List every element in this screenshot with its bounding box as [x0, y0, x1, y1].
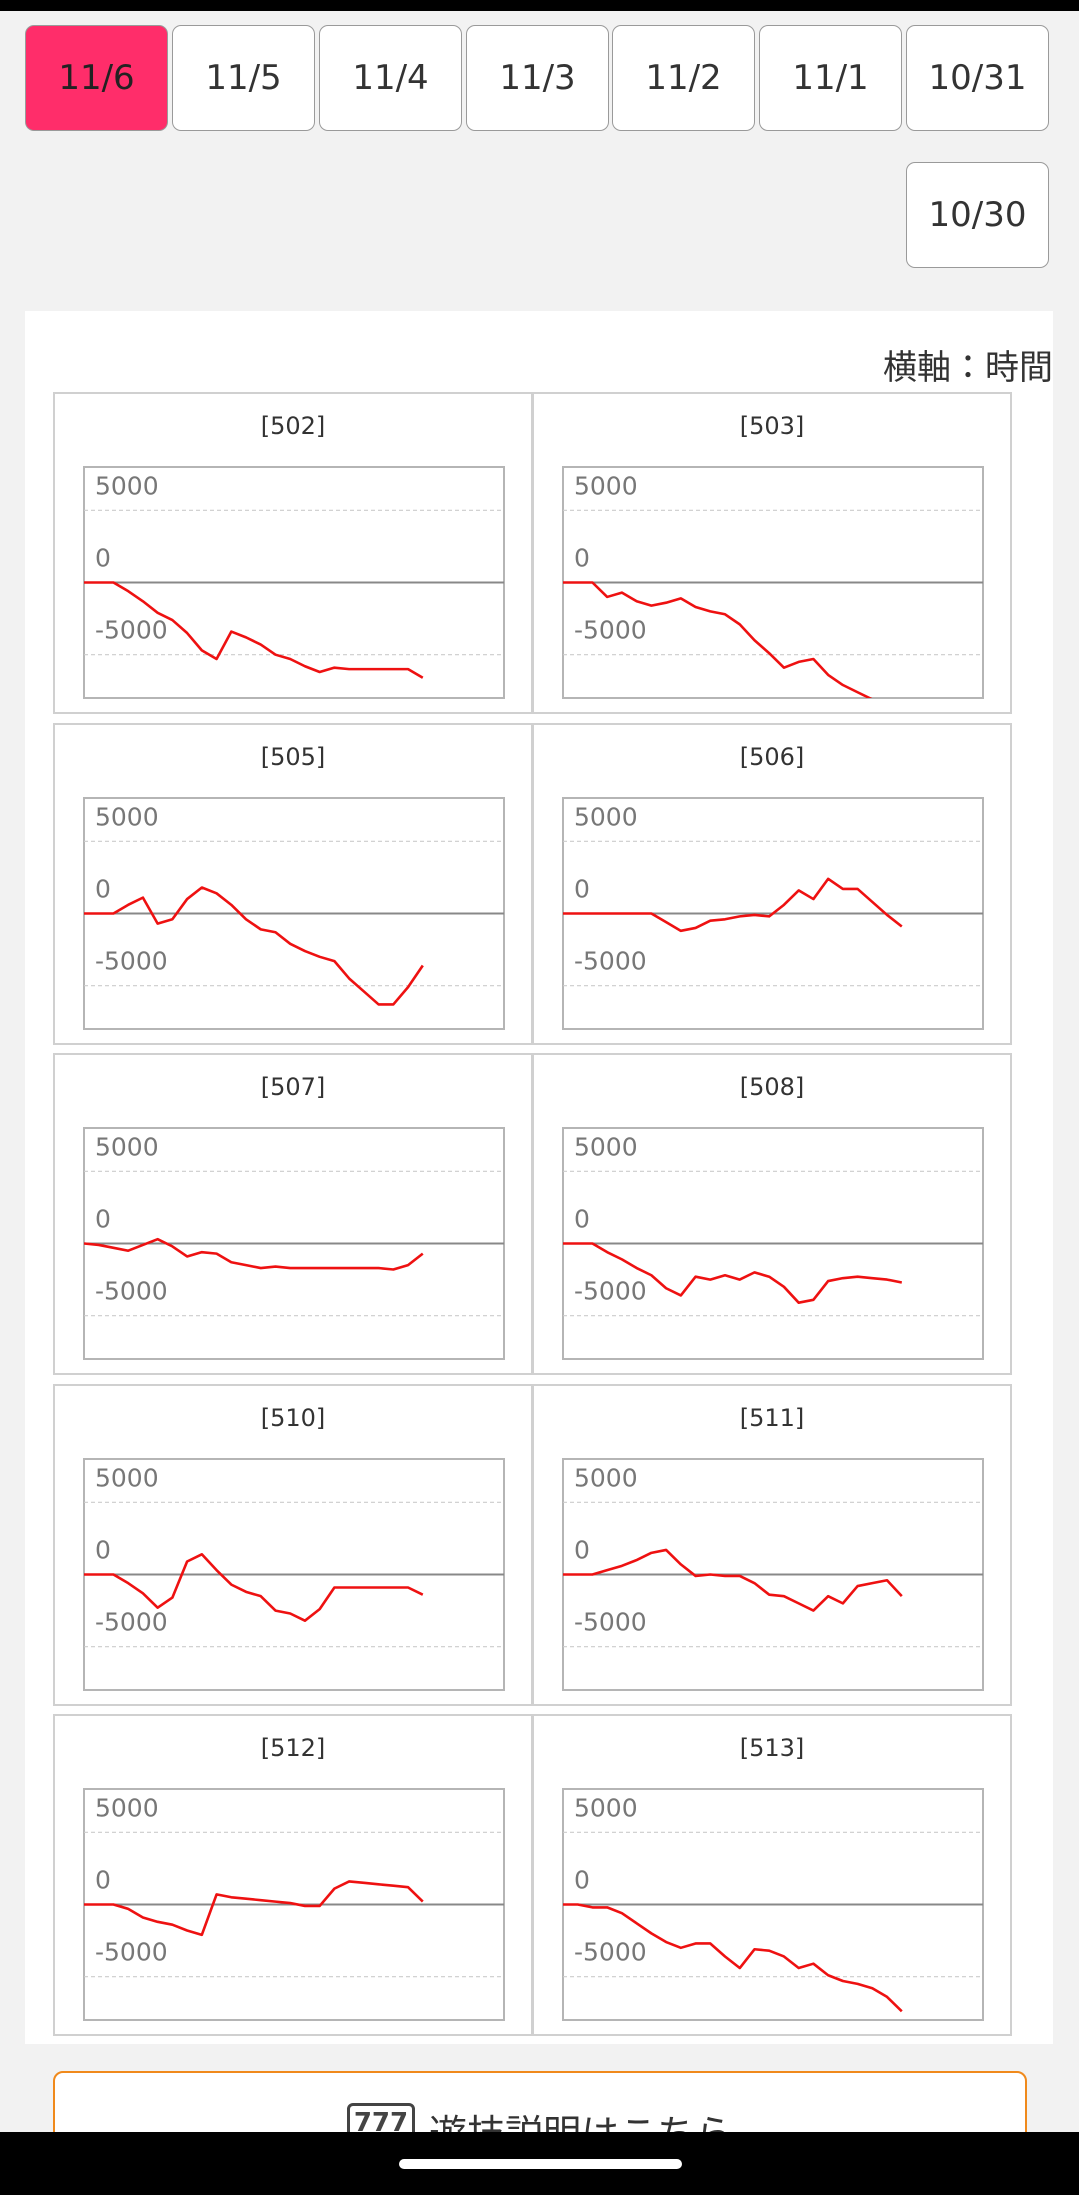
y-tick-label: 5000	[574, 1793, 638, 1822]
chart-title: [502]	[261, 412, 326, 440]
data-line	[563, 877, 903, 932]
data-line	[84, 1880, 424, 1937]
data-line	[84, 885, 424, 1006]
chart: [503] -5000 0 5000	[562, 412, 984, 699]
y-tick-label: 0	[574, 874, 590, 903]
chart-title: [506]	[740, 743, 805, 771]
chart-card: [508] -5000 0 5000	[532, 1053, 1012, 1375]
y-tick-label: 0	[574, 544, 590, 573]
chart-title: [505]	[261, 743, 326, 771]
data-line	[84, 1237, 424, 1271]
data-line	[563, 1548, 903, 1612]
data-line	[84, 581, 424, 679]
y-tick-label: 5000	[95, 802, 159, 831]
date-tab[interactable]: 11/4	[319, 25, 462, 131]
y-tick-label: 0	[95, 1535, 111, 1564]
chart: [511] -5000 0 5000	[562, 1404, 984, 1691]
home-indicator[interactable]	[399, 2159, 682, 2169]
data-line	[563, 581, 873, 698]
data-line	[563, 1242, 903, 1304]
chart: [508] -5000 0 5000	[562, 1073, 984, 1360]
y-tick-label: -5000	[574, 946, 647, 975]
y-tick-label: 5000	[95, 471, 159, 500]
y-tick-label: 0	[574, 1535, 590, 1564]
y-tick-label: 0	[574, 1205, 590, 1234]
chart: [507] -5000 0 5000	[83, 1073, 505, 1360]
chart-card: [507] -5000 0 5000	[53, 1053, 533, 1375]
status-bar	[0, 0, 1079, 11]
y-tick-label: -5000	[95, 946, 168, 975]
chart: [512] -5000 0 5000	[83, 1734, 505, 2021]
y-tick-label: 0	[95, 1205, 111, 1234]
y-tick-label: 5000	[95, 1463, 159, 1492]
chart: [502] -5000 0 5000	[83, 412, 505, 699]
chart-title: [512]	[261, 1734, 326, 1762]
y-tick-label: 5000	[574, 471, 638, 500]
y-tick-label: -5000	[95, 616, 168, 645]
date-tab[interactable]: 10/30	[906, 162, 1049, 268]
y-tick-label: -5000	[95, 1277, 168, 1306]
y-tick-label: -5000	[95, 1938, 168, 1967]
chart-card: [505] -5000 0 5000	[53, 722, 533, 1045]
date-tab[interactable]: 11/6	[25, 25, 168, 131]
chart-title: [510]	[261, 1404, 326, 1432]
y-tick-label: -5000	[95, 1607, 168, 1636]
y-tick-label: 0	[574, 1866, 590, 1895]
chart-card: [513] -5000 0 5000	[532, 1714, 1012, 2036]
chart-title: [503]	[740, 412, 805, 440]
chart-card: [512] -5000 0 5000	[53, 1714, 533, 2036]
data-line	[563, 1903, 903, 2013]
y-tick-label: 5000	[574, 802, 638, 831]
chart: [505] -5000 0 5000	[83, 743, 505, 1030]
y-tick-label: -5000	[574, 616, 647, 645]
date-tab[interactable]: 11/5	[172, 25, 315, 131]
y-tick-label: 5000	[95, 1793, 159, 1822]
y-tick-label: 0	[95, 874, 111, 903]
date-tab[interactable]: 11/3	[466, 25, 609, 131]
chart: [506] -5000 0 5000	[562, 743, 984, 1030]
y-tick-label: 5000	[574, 1132, 638, 1161]
y-tick-label: -5000	[574, 1607, 647, 1636]
chart: [510] -5000 0 5000	[83, 1404, 505, 1691]
navigation-bar	[0, 2132, 1079, 2195]
chart-title: [507]	[261, 1073, 326, 1101]
date-tab[interactable]: 11/2	[612, 25, 755, 131]
chart-title: [513]	[740, 1734, 805, 1762]
chart-card: [510] -5000 0 5000	[53, 1383, 533, 1706]
chart: [513] -5000 0 5000	[562, 1734, 984, 2021]
date-tab[interactable]: 11/1	[759, 25, 902, 131]
axis-note: 横軸：時間	[883, 348, 1053, 388]
chart-card: [506] -5000 0 5000	[532, 722, 1012, 1045]
chart-card: [502] -5000 0 5000	[53, 392, 533, 714]
y-tick-label: 5000	[574, 1463, 638, 1492]
y-tick-label: 0	[95, 544, 111, 573]
chart-card: [511] -5000 0 5000	[532, 1383, 1012, 1706]
y-tick-label: -5000	[574, 1277, 647, 1306]
date-tab[interactable]: 10/31	[906, 25, 1049, 131]
chart-title: [508]	[740, 1073, 805, 1101]
chart-card: [503] -5000 0 5000	[532, 392, 1012, 714]
y-tick-label: 5000	[95, 1132, 159, 1161]
chart-title: [511]	[740, 1404, 805, 1432]
y-tick-label: -5000	[574, 1938, 647, 1967]
y-tick-label: 0	[95, 1866, 111, 1895]
data-line	[84, 1552, 424, 1622]
